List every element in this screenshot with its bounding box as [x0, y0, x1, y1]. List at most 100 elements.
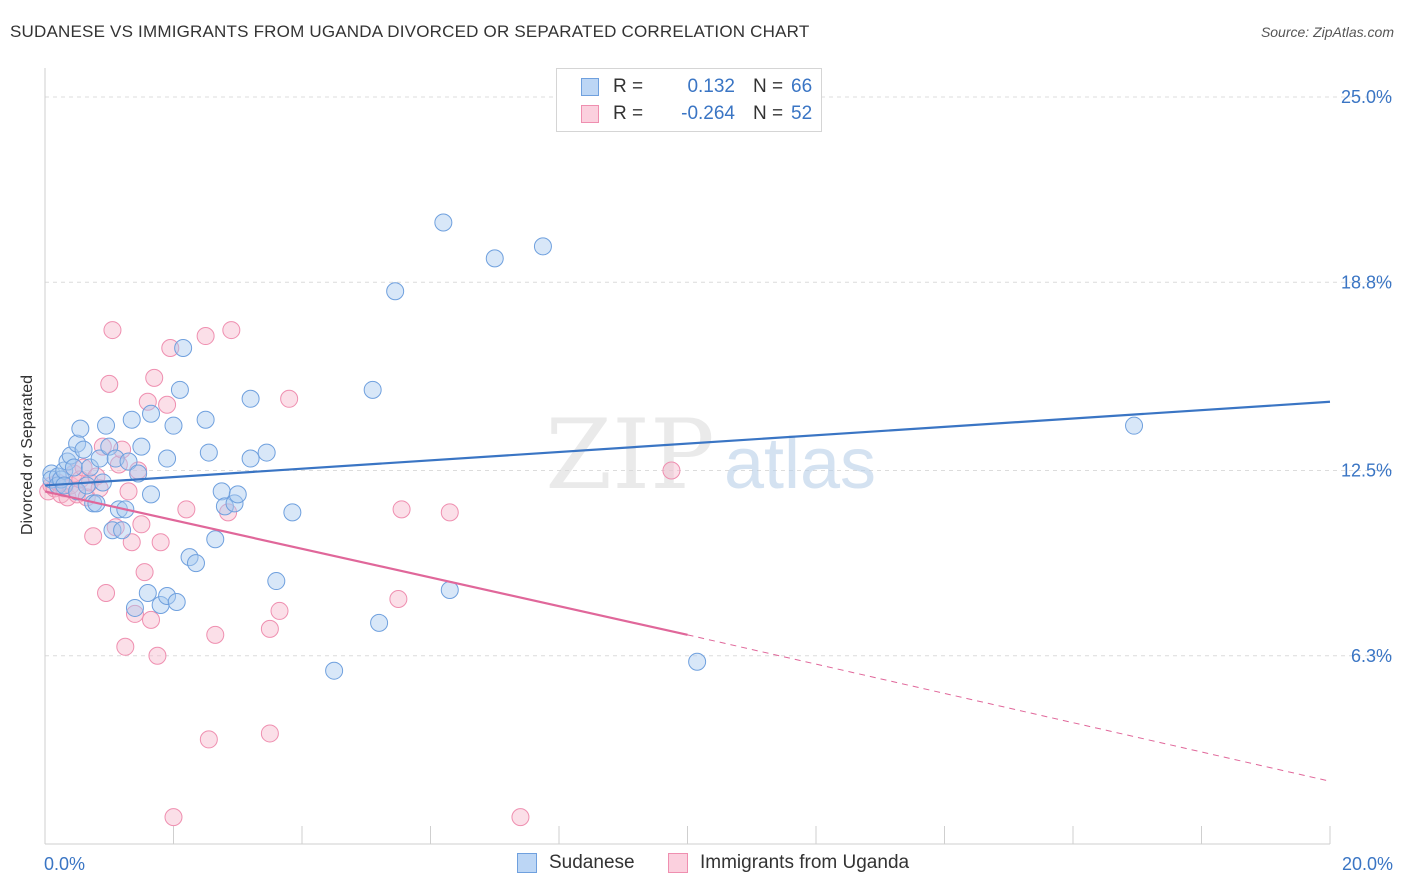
data-point-sudanese	[174, 338, 193, 357]
data-point-sudanese	[158, 449, 177, 468]
data-point-uganda	[662, 461, 681, 480]
data-point-uganda	[138, 392, 157, 411]
data-point-sudanese	[241, 389, 260, 408]
data-point-sudanese	[283, 503, 302, 522]
data-point-uganda	[270, 601, 289, 620]
data-point-uganda	[392, 500, 411, 519]
data-point-sudanese	[71, 419, 90, 438]
data-point-sudanese	[325, 661, 344, 680]
data-point-uganda	[109, 455, 128, 474]
grid-lines	[45, 96, 1392, 657]
watermark-zip: ZIP	[545, 399, 714, 511]
trend-lines	[44, 400, 1331, 782]
data-point-sudanese	[138, 584, 157, 603]
legend-swatch-pink	[668, 853, 688, 873]
data-point-sudanese	[241, 449, 260, 468]
trendline-uganda	[44, 490, 688, 636]
legend-row-uganda: R = -0.264 N = 52	[581, 102, 812, 126]
data-point-uganda	[164, 808, 183, 827]
series-sudanese-points	[42, 213, 1144, 680]
legend-n-value: 66	[791, 76, 813, 97]
correlation-legend: R = 0.132 N = 66 R = -0.264 N = 52	[556, 68, 822, 132]
data-point-uganda	[100, 374, 119, 393]
data-point-sudanese	[485, 249, 504, 268]
data-point-uganda	[74, 458, 93, 477]
data-point-uganda	[280, 389, 299, 408]
y-tick-label: 25.0%	[1341, 87, 1392, 107]
legend-r-label: R =	[613, 103, 644, 124]
data-point-uganda	[135, 563, 154, 582]
data-point-sudanese	[257, 443, 276, 462]
data-point-sudanese	[199, 443, 218, 462]
chart-title: SUDANESE VS IMMIGRANTS FROM UGANDA DIVOR…	[10, 22, 810, 41]
trendline-sudanese	[44, 400, 1331, 487]
data-point-uganda	[199, 730, 218, 749]
data-point-sudanese	[97, 416, 116, 435]
data-point-sudanese	[122, 410, 141, 429]
legend-item-sudanese[interactable]: Sudanese	[517, 852, 635, 874]
data-point-uganda	[158, 395, 177, 414]
legend-label-sudanese: Sudanese	[549, 852, 635, 873]
series-legend: Sudanese Immigrants from Uganda	[0, 852, 1406, 876]
data-point-uganda	[116, 637, 135, 656]
data-point-sudanese	[100, 437, 119, 456]
data-point-uganda	[260, 724, 279, 743]
data-point-sudanese	[142, 485, 161, 504]
data-point-sudanese	[212, 482, 231, 501]
data-point-sudanese	[132, 437, 151, 456]
y-axis-title: Divorced or Separated	[19, 374, 36, 536]
data-point-uganda	[161, 338, 180, 357]
data-point-sudanese	[206, 530, 225, 549]
data-point-sudanese	[363, 380, 382, 399]
y-tick-label: 18.8%	[1341, 272, 1392, 292]
data-point-uganda	[222, 321, 241, 340]
data-point-uganda	[142, 610, 161, 629]
data-point-sudanese	[142, 404, 161, 423]
data-point-sudanese	[434, 213, 453, 232]
data-point-uganda	[511, 808, 530, 827]
data-point-sudanese	[64, 458, 83, 477]
source-label: Source: ZipAtlas.com	[1260, 24, 1394, 40]
data-point-uganda	[84, 527, 103, 546]
data-point-uganda	[103, 321, 122, 340]
data-point-sudanese	[90, 449, 109, 468]
data-point-uganda	[97, 584, 116, 603]
x-tick-label: 0.0%	[44, 854, 85, 874]
data-point-sudanese	[170, 380, 189, 399]
data-point-uganda	[177, 500, 196, 519]
data-point-sudanese	[74, 440, 93, 459]
data-point-sudanese	[129, 464, 148, 483]
data-point-sudanese	[80, 458, 99, 477]
data-point-sudanese	[167, 592, 186, 611]
legend-n-label: N =	[753, 76, 784, 97]
data-point-uganda	[196, 327, 215, 346]
data-point-sudanese	[267, 572, 286, 591]
data-point-uganda	[125, 604, 144, 623]
y-tick-label: 6.3%	[1351, 646, 1392, 666]
data-point-uganda	[122, 533, 141, 552]
data-point-sudanese	[688, 652, 707, 671]
data-point-sudanese	[186, 554, 205, 573]
data-point-sudanese	[196, 410, 215, 429]
data-point-sudanese	[113, 521, 132, 540]
data-point-sudanese	[215, 497, 234, 516]
tick-labels: 6.3% 12.5% 18.8% 25.0% 0.0% 20.0%	[44, 87, 1393, 874]
data-point-sudanese	[103, 521, 122, 540]
data-point-uganda	[151, 533, 170, 552]
data-point-uganda	[260, 619, 279, 638]
legend-r-value: -0.264	[681, 103, 735, 124]
legend-label-uganda: Immigrants from Uganda	[700, 852, 910, 873]
data-point-sudanese	[533, 237, 552, 256]
legend-n-label: N =	[753, 103, 784, 124]
legend-item-uganda[interactable]: Immigrants from Uganda	[668, 852, 909, 874]
data-point-uganda	[148, 646, 167, 665]
legend-swatch-blue	[581, 78, 599, 96]
watermark: ZIP atlas	[545, 399, 876, 511]
data-point-sudanese	[125, 598, 144, 617]
data-point-uganda	[119, 482, 138, 501]
y-tick-label: 12.5%	[1341, 461, 1392, 481]
data-point-sudanese	[158, 586, 177, 605]
legend-r-value: 0.132	[687, 76, 735, 97]
data-point-sudanese	[386, 282, 405, 301]
